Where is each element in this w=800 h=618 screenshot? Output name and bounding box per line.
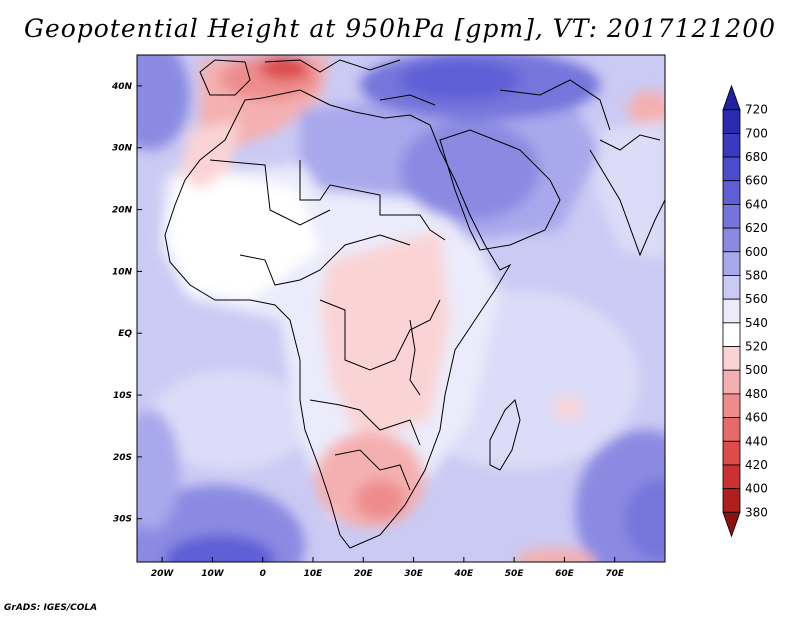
height-field <box>137 55 665 562</box>
colorbar-label: 380 <box>745 505 768 519</box>
colorbar-swatch <box>722 464 741 490</box>
x-tick-label: 10W <box>201 569 225 579</box>
colorbar-label: 580 <box>745 268 768 282</box>
x-tick-label: 30E <box>404 569 424 579</box>
x-tick-label: 50E <box>505 569 525 579</box>
colorbar-swatch <box>722 417 741 442</box>
x-tick-label: 70E <box>605 569 625 579</box>
colorbar-swatch <box>722 84 741 111</box>
colorbar-label: 660 <box>745 174 768 188</box>
colorbar-swatch <box>722 440 741 466</box>
colorbar-swatch <box>722 275 741 300</box>
colorbar-swatch <box>722 109 741 134</box>
y-tick-label: 40N <box>111 82 133 92</box>
y-tick-label: 20N <box>112 206 133 216</box>
colorbar-swatch <box>722 298 741 324</box>
colorbar-swatch <box>722 346 741 371</box>
coastlines <box>164 59 665 549</box>
colorbar-swatch <box>722 227 741 253</box>
y-tick-label: 20S <box>113 453 132 463</box>
colorbar-label: 520 <box>745 340 768 354</box>
credit-label: GrADS: IGES/COLA <box>4 603 98 613</box>
colorbar-label: 640 <box>745 197 768 211</box>
colorbar-swatch <box>722 322 741 347</box>
y-tick-label: 10S <box>113 391 132 401</box>
colorbar-label: 440 <box>745 434 768 448</box>
colorbar-swatch <box>722 180 741 205</box>
axis-ticks: 20W 10W 0 10E 20E 30E 40E 50E 60E 70E 40N 30N 20N 10N… <box>111 82 625 579</box>
y-tick-label: 10N <box>112 267 133 277</box>
map-title: Geopotential Height at 950hPa [gpm], VT:… <box>23 14 777 43</box>
colorbar-label: 400 <box>745 482 768 496</box>
colorbar-label: 540 <box>745 316 768 330</box>
colorbar-label: 480 <box>745 387 768 401</box>
x-tick-label: 60E <box>555 569 575 579</box>
colorbar-label: 500 <box>745 363 768 377</box>
colorbar-swatch <box>722 488 741 513</box>
colorbar-swatch <box>722 156 741 182</box>
y-tick-label: 30S <box>113 515 132 525</box>
colorbar-label: 620 <box>745 221 768 235</box>
colorbar-swatch <box>722 369 741 395</box>
colorbar-label: 460 <box>745 411 768 425</box>
y-tick-label: EQ <box>118 329 132 339</box>
colorbar-label: 600 <box>745 245 768 259</box>
x-tick-label: 20E <box>354 569 374 579</box>
colorbar-swatch <box>722 393 741 418</box>
colorbar-swatch <box>722 511 741 538</box>
colorbar-swatch <box>722 132 741 158</box>
x-tick-label: 0 <box>260 569 266 579</box>
colorbar-label: 680 <box>745 150 768 164</box>
colorbar-label: 420 <box>745 458 768 472</box>
colorbar-swatch <box>722 204 741 229</box>
x-tick-label: 20W <box>151 569 175 579</box>
colorbar-label: 720 <box>745 103 768 117</box>
colorbar: 720 700 680 660 640 620 600 580 560 540 520 500 480 4… <box>722 84 768 538</box>
colorbar-swatch <box>722 251 741 276</box>
x-tick-label: 40E <box>454 569 475 579</box>
colorbar-label: 700 <box>745 126 768 140</box>
y-tick-label: 30N <box>112 144 133 154</box>
colorbar-label: 560 <box>745 292 768 306</box>
map-frame <box>136 54 666 563</box>
x-tick-label: 10E <box>304 569 324 579</box>
